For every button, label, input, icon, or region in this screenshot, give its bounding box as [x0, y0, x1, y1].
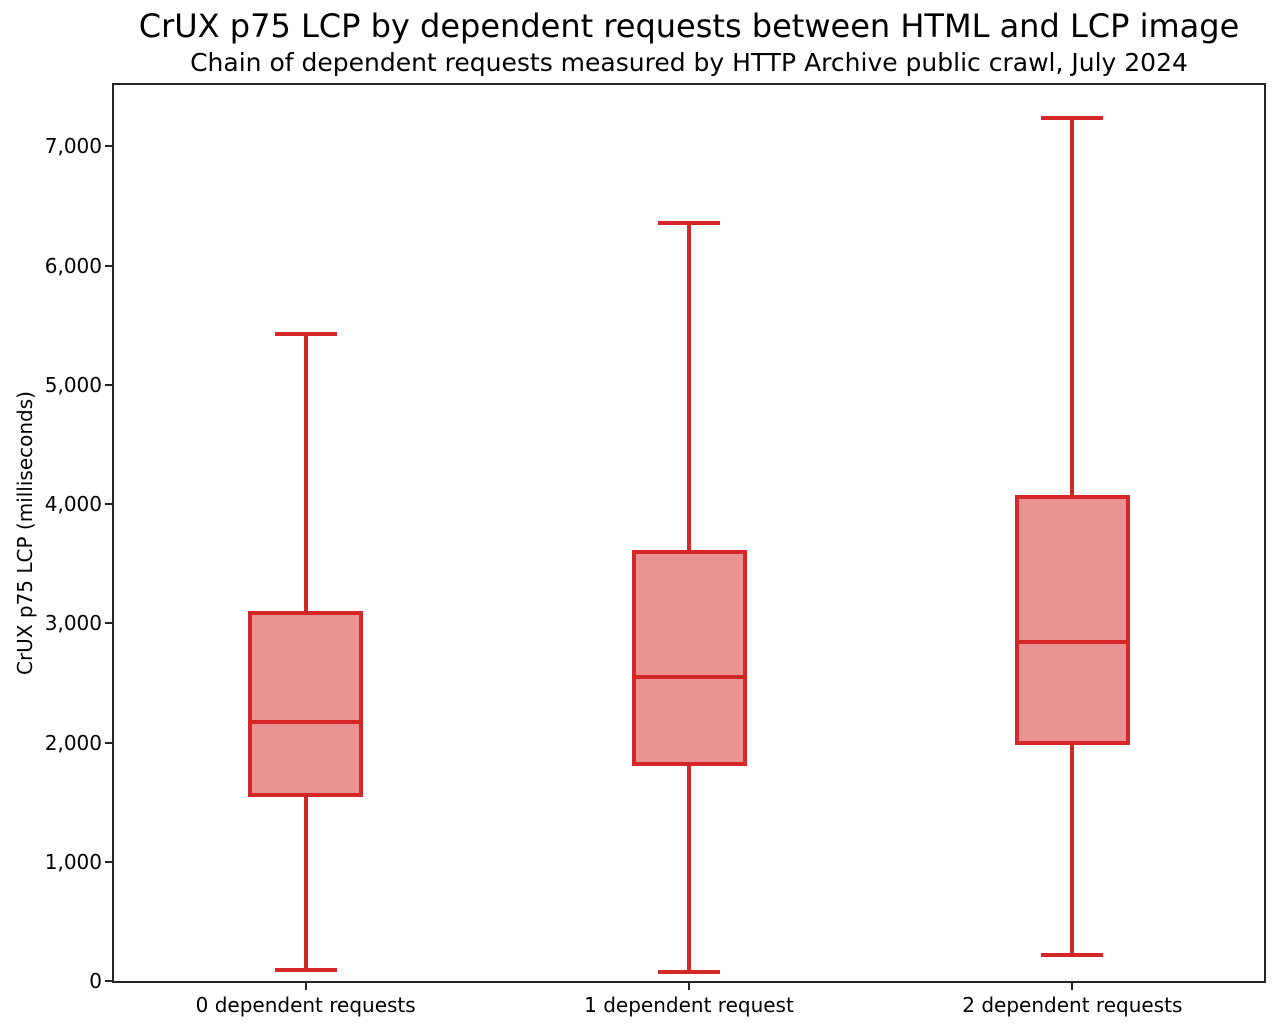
whisker-cap-low-2: [1041, 952, 1104, 957]
x-tick-label: 0 dependent requests: [195, 993, 416, 1017]
y-tick-label: 0: [89, 969, 102, 993]
box-1: [631, 549, 747, 767]
whisker-upper-0: [303, 333, 308, 612]
median-line-0: [248, 720, 364, 725]
box-2: [1014, 495, 1130, 745]
y-tick-label: 1,000: [44, 849, 102, 874]
y-tick-label: 3,000: [44, 611, 102, 636]
y-tick-mark: [105, 741, 112, 744]
y-tick-label: 2,000: [44, 730, 102, 755]
y-tick-mark: [105, 503, 112, 506]
x-tick-label: 2 dependent requests: [962, 993, 1183, 1017]
median-line-2: [1014, 640, 1130, 645]
whisker-lower-1: [687, 766, 691, 973]
y-tick-label: 6,000: [44, 253, 102, 278]
x-tick-mark: [688, 983, 690, 990]
y-tick-mark: [105, 622, 112, 625]
whisker-lower-2: [1070, 744, 1075, 955]
x-tick-mark: [1071, 983, 1074, 990]
whisker-lower-0: [303, 797, 308, 971]
chart-subtitle: Chain of dependent requests measured by …: [190, 48, 1188, 77]
y-tick-label: 4,000: [44, 492, 102, 517]
whisker-upper-2: [1070, 117, 1075, 496]
y-tick-mark: [105, 145, 112, 148]
y-tick-mark: [105, 980, 112, 982]
whisker-cap-high-2: [1041, 115, 1104, 120]
x-tick-mark: [304, 983, 307, 990]
chart-title: CrUX p75 LCP by dependent requests betwe…: [138, 7, 1240, 45]
whisker-cap-low-1: [658, 970, 720, 975]
whisker-upper-1: [687, 222, 691, 550]
y-tick-label: 5,000: [44, 372, 102, 397]
whisker-cap-high-1: [658, 220, 720, 225]
median-line-1: [631, 674, 747, 679]
y-tick-mark: [105, 860, 112, 863]
y-tick-label: 7,000: [44, 134, 102, 159]
whisker-cap-high-0: [274, 331, 337, 336]
plot-area: 0 1,000 2,000 3,000 4,000 5,000 6,000 7,000 0 de…: [45, 83, 1266, 1017]
whisker-cap-low-0: [274, 968, 337, 973]
box-0: [248, 611, 364, 798]
x-tick-label: 1 dependent request: [584, 993, 794, 1017]
y-tick-mark: [105, 383, 112, 386]
y-tick-mark: [105, 264, 112, 267]
